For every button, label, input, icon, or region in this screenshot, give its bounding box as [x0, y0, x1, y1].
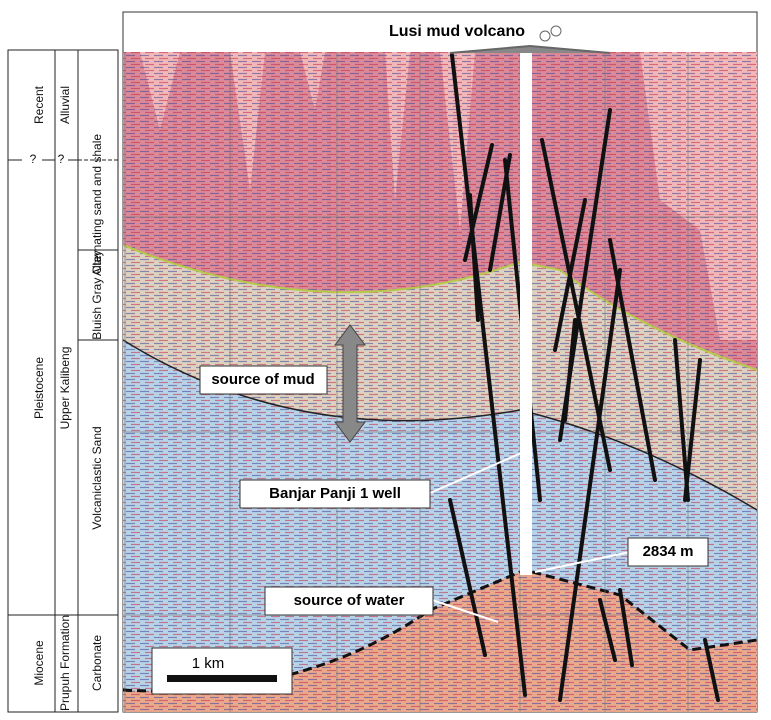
lithology-label: Bluish Gray Clay [90, 250, 104, 339]
volcano-cone [449, 44, 611, 54]
uncertain-mark: ? [58, 152, 65, 166]
annotation: 2834 m [643, 543, 694, 560]
label-box [264, 586, 434, 616]
label-box [627, 537, 709, 567]
annotation: source of water [294, 592, 405, 609]
age-label: Pleistocene [32, 357, 46, 419]
leader-line [431, 599, 499, 623]
age-label: Miocene [32, 640, 46, 686]
strat-column [7, 49, 119, 713]
formation-label: Upper Kalibeng [58, 347, 72, 430]
annotation: Banjar Panji 1 well [269, 485, 401, 502]
annotation: source of mud [211, 371, 314, 388]
lithology-label: Carbonate [90, 635, 104, 691]
lithology-label: Volcaniclastic Sand [90, 426, 104, 529]
plume [539, 30, 551, 42]
leader-line [429, 449, 529, 494]
figure-title: Lusi mud volcano [389, 23, 525, 40]
age-label: Recent [32, 85, 46, 124]
formation-label: Alluvial [58, 86, 72, 124]
plume [550, 25, 562, 37]
scale-bar [167, 675, 277, 682]
thickness-arrow [334, 324, 366, 443]
label-box [239, 479, 431, 509]
lithology-label: Alternating sand and shale [90, 134, 104, 276]
uncertain-mark: ? [30, 152, 37, 166]
label-box [199, 365, 328, 395]
formation-label: Prupuh Formation [58, 615, 72, 711]
scale-label: 1 km [192, 655, 225, 672]
scale-box [151, 647, 293, 695]
leader-line [534, 551, 631, 573]
